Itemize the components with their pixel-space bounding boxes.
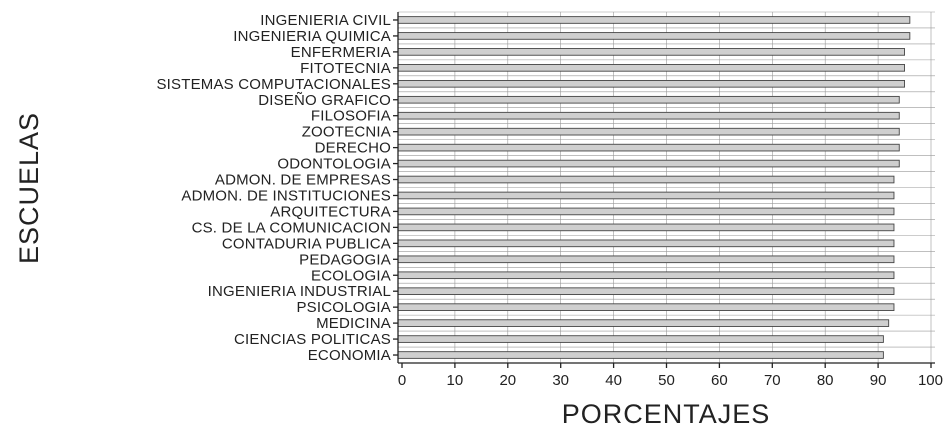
category-label: ECONOMIA (308, 347, 391, 364)
y-axis-title: ESCUELAS (14, 112, 44, 264)
bar (397, 16, 911, 24)
category-label: PSICOLOGIA (296, 299, 391, 316)
x-tick-label: 70 (764, 372, 781, 389)
x-tick-label: 30 (552, 372, 569, 389)
category-label: ZOOTECNIA (302, 124, 391, 141)
bar (397, 271, 895, 280)
x-tick-label: 80 (817, 372, 834, 389)
bar (397, 127, 900, 136)
category-label: INGENIERIA QUIMICA (233, 28, 391, 45)
x-axis-title: PORCENTAJES (562, 399, 771, 429)
category-label: ARQUITECTURA (270, 203, 391, 220)
category-label: CONTADURIA PUBLICA (222, 235, 391, 252)
bar (397, 143, 900, 152)
bar (397, 175, 895, 184)
category-label: INGENIERIA INDUSTRIAL (208, 283, 391, 300)
bar (397, 255, 895, 264)
bar (397, 95, 900, 104)
bar (397, 207, 895, 216)
category-label: CS. DE LA COMUNICACION (192, 219, 391, 236)
x-tick-label: 50 (658, 372, 675, 389)
x-tick-labels: 0 10 20 30 40 50 60 70 80 90 100 (398, 363, 943, 389)
bar (397, 159, 900, 168)
category-label: FILOSOFIA (311, 108, 391, 125)
x-tick-label: 10 (447, 372, 464, 389)
x-tick-label: 0 (398, 372, 406, 389)
bar (397, 335, 884, 343)
category-label: FITOTECNIA (300, 60, 391, 77)
bar (397, 64, 905, 72)
category-label: ENFERMERIA (291, 44, 391, 61)
x-tick-label: 20 (499, 372, 516, 389)
bar (397, 191, 895, 200)
bar (397, 319, 890, 327)
x-tick-label: 100 (918, 372, 943, 389)
bar (397, 223, 895, 232)
category-label: ADMON. DE EMPRESAS (215, 172, 391, 189)
bar (397, 287, 895, 296)
bar (397, 48, 905, 56)
category-label: DISEÑO GRAFICO (258, 92, 391, 109)
category-label: DERECHO (315, 140, 391, 157)
category-label: ODONTOLOGIA (277, 156, 391, 173)
category-label: PEDAGOGIA (299, 251, 391, 268)
bar (397, 351, 884, 359)
x-tick-label: 40 (605, 372, 622, 389)
category-label: INGENIERIA CIVIL (260, 12, 391, 29)
category-label: ECOLOGIA (311, 267, 391, 284)
bar (397, 79, 905, 88)
bar (397, 32, 911, 40)
x-tick-label: 60 (711, 372, 728, 389)
category-label: SISTEMAS COMPUTACIONALES (156, 76, 391, 93)
bar (397, 303, 895, 311)
category-label: MEDICINA (316, 315, 391, 332)
category-label: ADMON. DE INSTITUCIONES (181, 187, 391, 204)
x-tick-label: 90 (870, 372, 887, 389)
bar (397, 239, 895, 248)
bars (397, 16, 911, 359)
bar (397, 111, 900, 120)
category-label: CIENCIAS POLITICAS (234, 331, 391, 348)
